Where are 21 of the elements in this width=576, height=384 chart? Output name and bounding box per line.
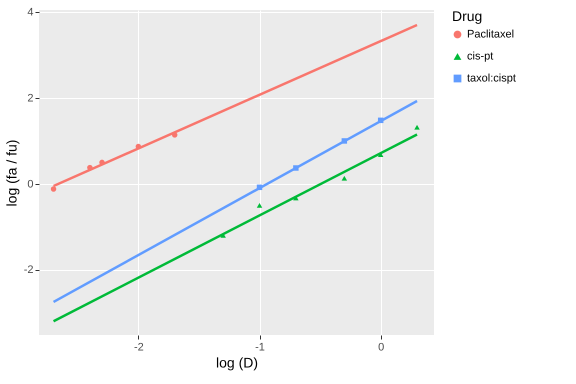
- y-axis-title: log (fa / fu): [4, 140, 20, 206]
- y-tick-label: 0: [27, 178, 34, 190]
- point: [50, 186, 56, 192]
- legend-label: cis-pt: [467, 50, 494, 62]
- point: [256, 184, 262, 190]
- x-axis-title: log (D): [216, 354, 258, 370]
- point: [342, 138, 348, 144]
- y-tick-label: 4: [27, 6, 34, 19]
- y-tick-label: -2: [24, 264, 34, 276]
- x-tick-label: 0: [378, 342, 384, 354]
- point: [378, 118, 384, 124]
- legend-label: taxol:cispt: [467, 72, 516, 84]
- point: [342, 176, 348, 181]
- point: [414, 124, 420, 130]
- x-tick-label: -2: [134, 342, 144, 354]
- point: [293, 165, 299, 171]
- legend-title: Drug: [452, 8, 482, 24]
- legend-label: Paclitaxel: [467, 28, 514, 40]
- y-tick-label: 2: [27, 92, 34, 105]
- point: [256, 202, 262, 208]
- x-tick-label: -1: [255, 342, 265, 354]
